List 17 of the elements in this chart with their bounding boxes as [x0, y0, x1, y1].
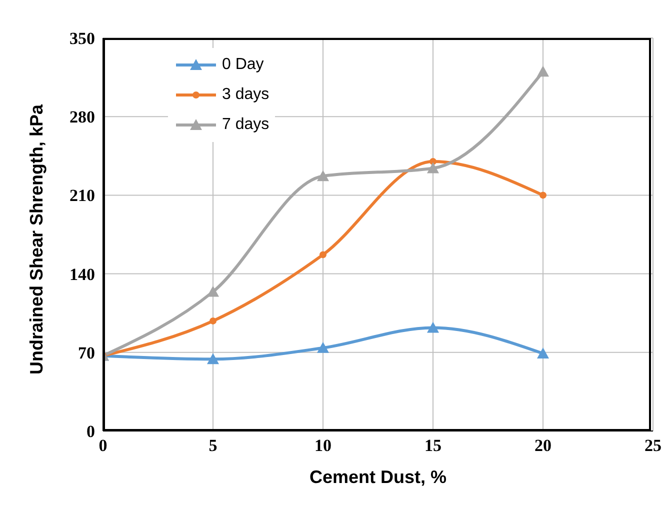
y-tick-label: 0	[86, 422, 95, 442]
y-tick-label: 140	[70, 264, 95, 284]
y-tick-label: 210	[70, 186, 95, 206]
x-tick-label: 25	[644, 436, 662, 456]
x-tick-label: 0	[98, 436, 108, 456]
x-tick-label: 20	[534, 436, 552, 456]
y-axis-title: Undrained Shear Shrength, kPa	[26, 103, 46, 374]
legend-label: 3 days	[222, 86, 270, 104]
y-tick-label: 280	[70, 108, 95, 127]
y-tick-label: 350	[70, 29, 95, 48]
x-tick-label: 5	[208, 436, 218, 456]
legend-label: 0 Day	[222, 56, 264, 74]
legend-label: 7 days	[222, 116, 270, 134]
x-tick-label: 10	[314, 436, 332, 456]
x-tick-label: 15	[424, 436, 442, 456]
x-axis-title: Cement Dust, %	[309, 467, 447, 487]
y-tick-label: 70	[78, 343, 95, 362]
